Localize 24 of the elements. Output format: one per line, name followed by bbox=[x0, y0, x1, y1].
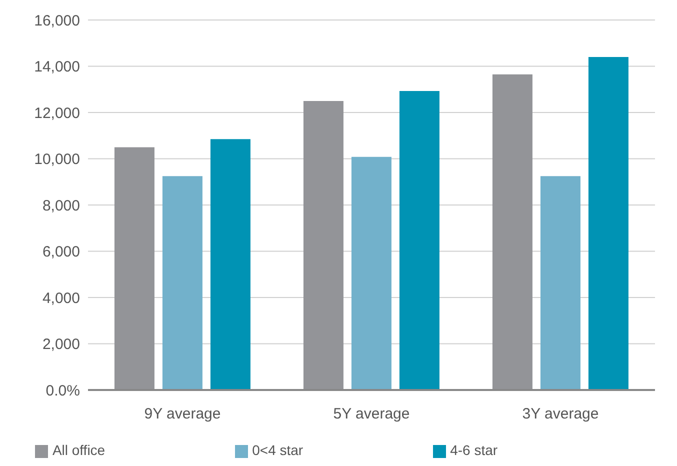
x-tick-label: 5Y average bbox=[333, 406, 410, 423]
bar bbox=[492, 74, 532, 390]
x-tick-label: 9Y average bbox=[144, 406, 221, 423]
bar bbox=[351, 156, 392, 390]
y-tick-label: 12,000 bbox=[34, 104, 80, 122]
y-tick-label: 0.0% bbox=[46, 382, 80, 400]
x-tick-label: 3Y average bbox=[522, 406, 599, 423]
y-tick-label: 16,000 bbox=[34, 12, 80, 30]
y-tick-label: 14,000 bbox=[34, 58, 80, 76]
bar bbox=[114, 147, 154, 390]
y-tick-label: 8,000 bbox=[42, 197, 80, 214]
y-tick-label: 2,000 bbox=[42, 336, 80, 354]
bar bbox=[303, 100, 344, 390]
y-tick-label: 10,000 bbox=[34, 151, 80, 168]
y-tick-label: 6,000 bbox=[42, 244, 80, 261]
y-tick-label: 4,000 bbox=[42, 290, 80, 307]
bar bbox=[540, 176, 580, 390]
legend-label: 4-6 star bbox=[450, 442, 498, 458]
bar bbox=[162, 176, 202, 390]
bar bbox=[399, 90, 440, 390]
legend-label: 0<4 star bbox=[252, 442, 304, 458]
bar bbox=[588, 57, 628, 390]
bar bbox=[210, 139, 250, 390]
legend-label: All office bbox=[52, 442, 106, 458]
